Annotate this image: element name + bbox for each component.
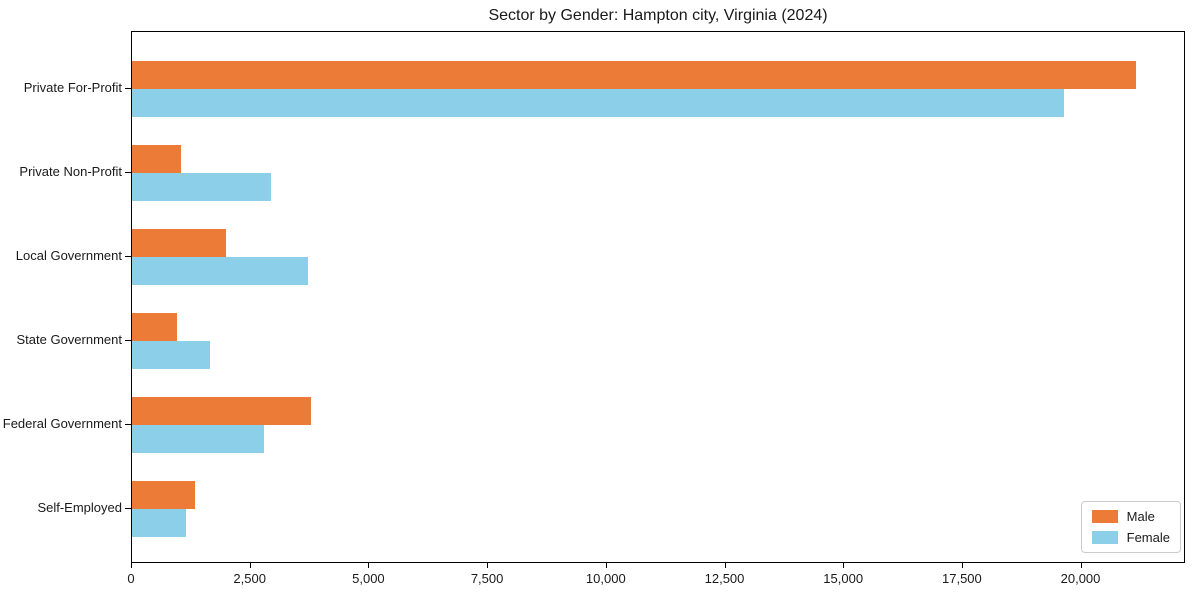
- y-tick-mark: [125, 172, 131, 173]
- bar-male-federal-government: [132, 397, 311, 425]
- plot-area: Male Female: [131, 31, 1185, 563]
- y-tick-label: Local Government: [15, 248, 122, 263]
- y-tick-mark: [125, 340, 131, 341]
- x-tick-label: 17,500: [942, 571, 982, 586]
- x-tick-mark: [131, 563, 132, 568]
- legend-swatch-female: [1091, 531, 1118, 544]
- bar-female-federal-government: [132, 425, 264, 453]
- bar-female-private-for-profit: [132, 89, 1064, 117]
- x-tick-label: 12,500: [704, 571, 745, 586]
- legend-item-male: Male: [1091, 509, 1170, 524]
- bar-male-private-for-profit: [132, 61, 1136, 89]
- legend-item-female: Female: [1091, 530, 1170, 545]
- y-tick-mark: [125, 88, 131, 89]
- bar-female-private-non-profit: [132, 173, 272, 201]
- x-tick-label: 10,000: [585, 571, 626, 586]
- x-tick-mark: [605, 563, 607, 568]
- bar-female-local-government: [132, 257, 309, 285]
- x-tick-mark: [961, 563, 963, 568]
- legend-label-female: Female: [1126, 530, 1170, 545]
- y-tick-label: State Government: [16, 332, 123, 347]
- bar-male-self-employed: [132, 481, 196, 509]
- y-tick-mark: [125, 508, 131, 509]
- y-tick-mark: [125, 424, 131, 425]
- x-tick-label: 7,500: [470, 571, 504, 586]
- x-tick-mark: [368, 563, 370, 568]
- x-tick-label: 2,500: [233, 571, 266, 586]
- legend-swatch-male: [1091, 510, 1118, 523]
- bar-male-local-government: [132, 229, 226, 257]
- x-tick-label: 20,000: [1060, 571, 1101, 586]
- x-tick-mark: [249, 563, 251, 568]
- y-tick-mark: [125, 256, 131, 257]
- bar-female-state-government: [132, 341, 210, 369]
- y-tick-label: Private Non-Profit: [19, 164, 122, 179]
- bar-male-state-government: [132, 313, 178, 341]
- bar-female-self-employed: [132, 509, 187, 537]
- legend: Male Female: [1080, 501, 1181, 553]
- y-tick-label: Private For-Profit: [23, 80, 122, 95]
- x-tick-mark: [843, 563, 845, 568]
- legend-label-male: Male: [1126, 509, 1155, 524]
- x-tick-label: 5,000: [352, 571, 385, 586]
- y-tick-label: Federal Government: [2, 416, 122, 431]
- y-tick-label: Self-Employed: [37, 500, 122, 515]
- x-tick-mark: [1080, 563, 1082, 568]
- x-tick-label: 0: [127, 571, 135, 586]
- chart-title: Sector by Gender: Hampton city, Virginia…: [488, 7, 828, 24]
- x-tick-mark: [487, 563, 489, 568]
- bar-male-private-non-profit: [132, 145, 181, 173]
- x-tick-mark: [724, 563, 726, 568]
- x-tick-label: 15,000: [823, 571, 864, 586]
